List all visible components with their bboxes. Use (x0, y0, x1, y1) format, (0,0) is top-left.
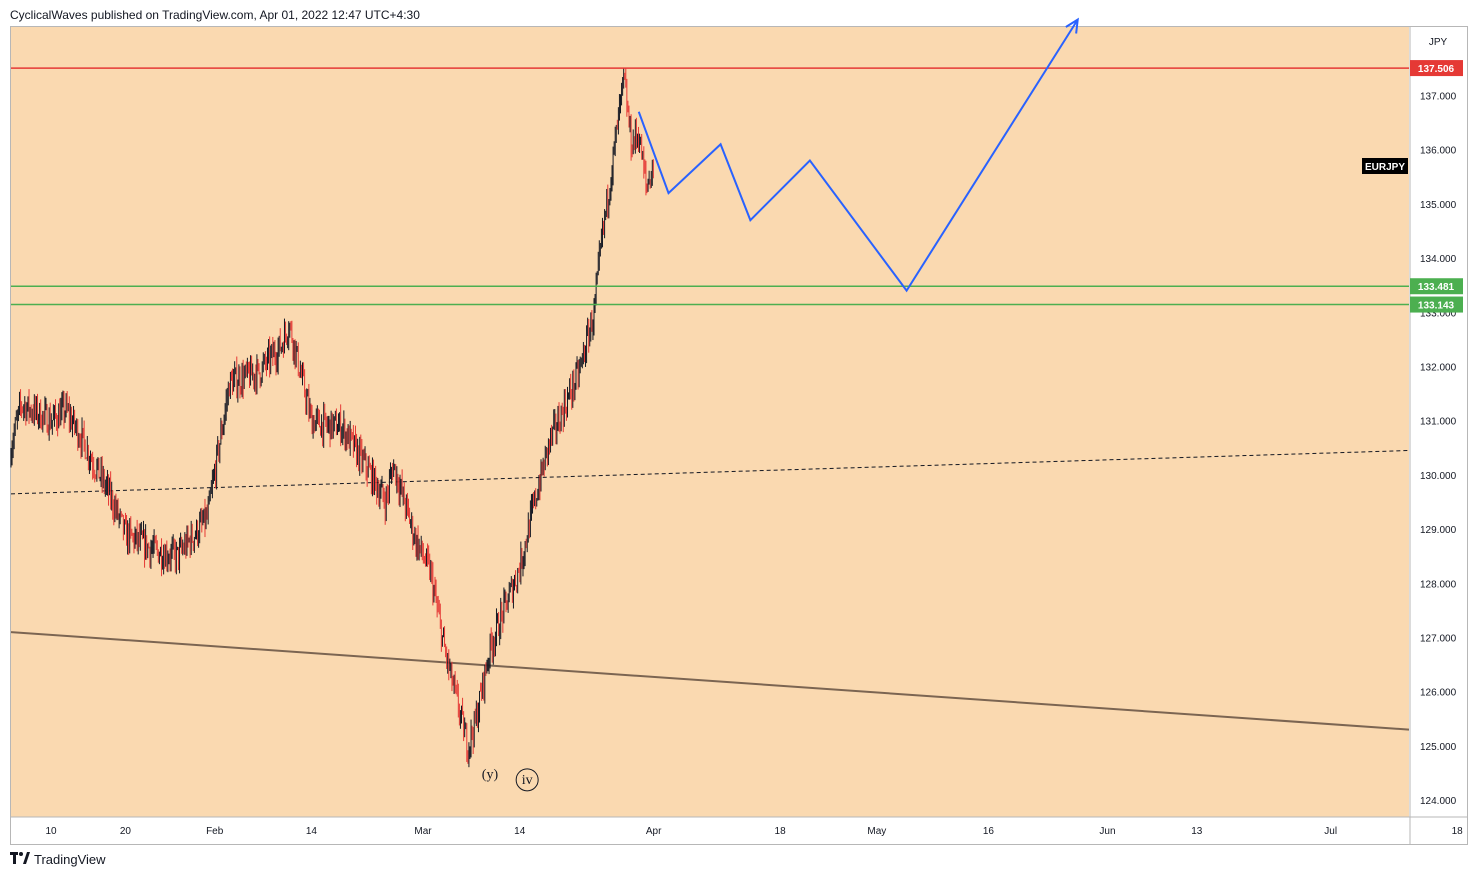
x-tick-label: 13 (1191, 826, 1203, 837)
x-tick-label: 16 (983, 826, 995, 837)
symbol-label: EURJPY (1365, 162, 1405, 173)
wave-label: iv (522, 773, 533, 788)
long-term-trendline[interactable] (10, 631, 1410, 731)
x-tick-label: May (867, 826, 886, 837)
x-tick-label: 14 (514, 826, 526, 837)
dashed-trendline[interactable] (10, 450, 1410, 495)
chart-background (11, 27, 1409, 817)
wave-label: (y) (482, 767, 499, 782)
y-tick-label: 128.000 (1420, 579, 1457, 590)
y-tick-label: 130.000 (1420, 471, 1457, 482)
wave-label-circle (515, 768, 539, 792)
x-tick-label: 18 (1452, 826, 1464, 837)
x-tick-label: Apr (646, 826, 662, 837)
y-tick-label: 137.000 (1420, 92, 1457, 103)
y-tick-label: 136.000 (1420, 146, 1457, 157)
x-tick-label: Feb (206, 826, 224, 837)
time-axis[interactable]: 10 20 Feb 14 Mar 14 Apr 18 May 16 Jun 13 Jul 18 (45, 826, 1463, 837)
y-tick-label: 126.000 (1420, 688, 1457, 699)
y-tick-label: 132.000 (1420, 363, 1457, 374)
y-tick-label: 124.000 (1420, 796, 1457, 807)
y-tick-label: 125.000 (1420, 742, 1457, 753)
resistance-price-tag (1410, 60, 1463, 77)
y-tick-label: 133.000 (1420, 308, 1457, 319)
projection-arrowhead (1065, 17, 1079, 34)
support-price-tag (1410, 296, 1463, 313)
x-tick-label: 14 (306, 826, 318, 837)
x-tick-label: 18 (775, 826, 787, 837)
footer-brand: TradingView (34, 852, 106, 867)
chart-area[interactable] (10, 26, 1468, 845)
level-price-label: 137.506 (1418, 64, 1455, 75)
x-tick-label: Jun (1099, 826, 1115, 837)
level-price-label: 133.481 (1418, 282, 1455, 293)
projection-path[interactable] (637, 19, 1079, 293)
footer: TradingView (10, 852, 106, 867)
y-tick-label: 129.000 (1420, 525, 1457, 536)
publish-info: CyclicalWaves published on TradingView.c… (10, 8, 420, 22)
currency-label: JPY (1429, 37, 1448, 48)
y-tick-label: 134.000 (1420, 254, 1457, 265)
level-price-label: 133.143 (1418, 301, 1455, 312)
y-tick-label: 131.000 (1420, 417, 1457, 428)
x-tick-label: Jul (1324, 826, 1337, 837)
y-tick-label: 127.000 (1420, 634, 1457, 645)
x-tick-label: 20 (120, 826, 132, 837)
support-price-tag (1410, 278, 1463, 295)
x-tick-label: Mar (414, 826, 432, 837)
price-axis[interactable]: 124.000 125.000 126.000 127.000 128.000 129.0… (1420, 92, 1457, 808)
x-tick-label: 10 (45, 826, 57, 837)
tradingview-logo-icon (10, 852, 30, 867)
symbol-tag: EURJPY (1362, 158, 1408, 174)
y-tick-label: 135.000 (1420, 200, 1457, 211)
